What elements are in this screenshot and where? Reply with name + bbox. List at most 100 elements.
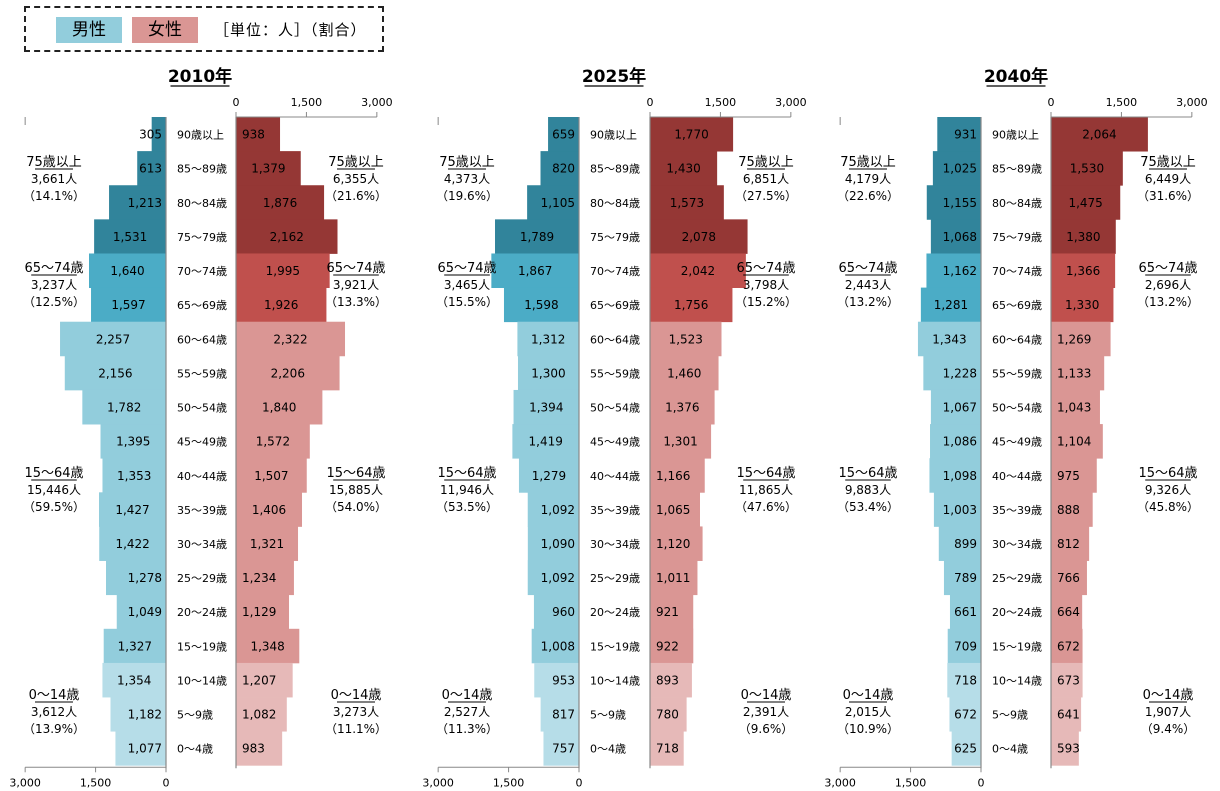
female-value-label: 921 <box>656 605 679 619</box>
age-label: 90歳以上 <box>590 129 637 142</box>
female-value-label: 1,133 <box>1057 366 1091 380</box>
male-value-label: 1,394 <box>529 401 563 415</box>
male-group-share: （53.4%） <box>837 500 899 514</box>
legend-box: 男性 女性 ［単位：人］（割合） <box>24 6 384 52</box>
male-value-label: 1,162 <box>943 264 977 278</box>
male-group-share: （12.5%） <box>23 295 85 309</box>
male-bar <box>949 697 981 732</box>
female-value-label: 1,756 <box>674 298 708 312</box>
female-group-label: 65～74歳 <box>736 261 795 276</box>
female-bar <box>236 526 299 561</box>
female-group-label: 75歳以上 <box>328 155 384 170</box>
female-group-share: （9.4%） <box>1141 722 1196 736</box>
male-group-share: （19.6%） <box>436 189 498 203</box>
male-axis-tick-label: 3,000 <box>422 776 454 789</box>
male-group-count: 3,661人 <box>31 172 77 186</box>
female-value-label: 1,301 <box>663 435 697 449</box>
male-bar <box>943 560 981 596</box>
female-value-label: 1,507 <box>254 469 288 483</box>
female-value-label: 766 <box>1057 571 1080 585</box>
male-group-label: 65～74歳 <box>838 261 897 276</box>
male-value-label: 953 <box>552 673 575 687</box>
female-bar <box>236 321 346 357</box>
female-bar <box>1051 219 1116 254</box>
female-axis-tick-label: 0 <box>647 96 654 109</box>
female-bar <box>1051 526 1090 561</box>
female-group-count: 11,865人 <box>739 483 793 497</box>
legend-female: 女性 <box>132 17 198 43</box>
male-bar <box>527 526 579 561</box>
age-label: 50～54歳 <box>590 402 640 415</box>
female-value-label: 1,573 <box>670 196 704 210</box>
female-bar <box>236 219 338 254</box>
female-value-label: 1,129 <box>242 605 276 619</box>
male-bar <box>947 628 981 664</box>
female-bar <box>650 424 712 459</box>
female-axis-tick-label: 0 <box>233 96 240 109</box>
female-value-label: 1,376 <box>665 401 699 415</box>
female-bar <box>650 253 746 288</box>
female-group-count: 1,907人 <box>1145 705 1191 719</box>
male-bar <box>920 287 981 323</box>
female-bar <box>1051 355 1105 391</box>
male-axis-tick-label: 3,000 <box>824 776 856 789</box>
male-bar <box>512 424 579 459</box>
male-bar <box>926 253 981 288</box>
male-bar <box>518 458 579 493</box>
female-value-label: 1,330 <box>1065 298 1099 312</box>
male-bar <box>82 389 166 425</box>
male-bar <box>94 219 166 254</box>
female-group-count: 2,391人 <box>743 705 789 719</box>
female-bar <box>650 628 694 664</box>
female-value-label: 1,011 <box>656 571 690 585</box>
female-value-label: 1,995 <box>266 264 300 278</box>
male-bar <box>951 731 981 766</box>
age-label: 35～39歳 <box>590 504 640 517</box>
female-bar <box>1051 697 1082 732</box>
male-value-label: 718 <box>954 673 977 687</box>
female-bar <box>1051 321 1111 357</box>
age-label: 0～4歳 <box>992 743 1028 756</box>
male-axis-tick-label: 1,500 <box>80 776 112 789</box>
male-bar <box>91 287 166 323</box>
male-value-label: 757 <box>552 742 575 756</box>
female-bar <box>236 594 290 630</box>
female-bar <box>650 526 703 561</box>
age-label: 65～69歳 <box>177 299 227 312</box>
female-value-label: 1,530 <box>1070 162 1104 176</box>
male-value-label: 1,640 <box>110 264 144 278</box>
female-group-count: 6,449人 <box>1145 172 1191 186</box>
female-value-label: 1,234 <box>242 571 276 585</box>
male-value-label: 672 <box>954 708 977 722</box>
female-group-count: 2,696人 <box>1145 278 1191 292</box>
male-value-label: 1,789 <box>520 230 554 244</box>
female-bar <box>650 492 700 527</box>
female-bar <box>236 560 294 596</box>
female-axis-tick-label: 0 <box>1048 96 1055 109</box>
female-bar <box>1051 151 1123 186</box>
male-bar <box>540 697 579 732</box>
male-value-label: 1,003 <box>943 503 977 517</box>
male-value-label: 1,098 <box>943 469 977 483</box>
male-bar <box>531 628 579 664</box>
age-label: 85～89歳 <box>177 163 227 176</box>
age-label: 40～44歳 <box>177 470 227 483</box>
male-bar <box>926 185 981 220</box>
female-value-label: 938 <box>242 128 265 142</box>
age-label: 30～34歳 <box>177 538 227 551</box>
male-value-label: 659 <box>552 128 575 142</box>
age-label: 50～54歳 <box>177 402 227 415</box>
age-label: 25～29歳 <box>992 572 1042 585</box>
female-value-label: 1,926 <box>264 298 298 312</box>
male-value-label: 1,067 <box>943 401 977 415</box>
male-value-label: 1,092 <box>541 571 575 585</box>
male-group-label: 0～14歳 <box>843 688 894 703</box>
male-value-label: 1,213 <box>128 196 162 210</box>
female-group-label: 0～14歳 <box>1143 688 1194 703</box>
male-bar <box>534 662 579 698</box>
female-axis-tick-label: 3,000 <box>1176 96 1208 109</box>
female-value-label: 2,322 <box>273 332 307 346</box>
female-value-label: 888 <box>1057 503 1080 517</box>
female-group-label: 75歳以上 <box>1140 155 1196 170</box>
female-bar <box>236 492 303 527</box>
